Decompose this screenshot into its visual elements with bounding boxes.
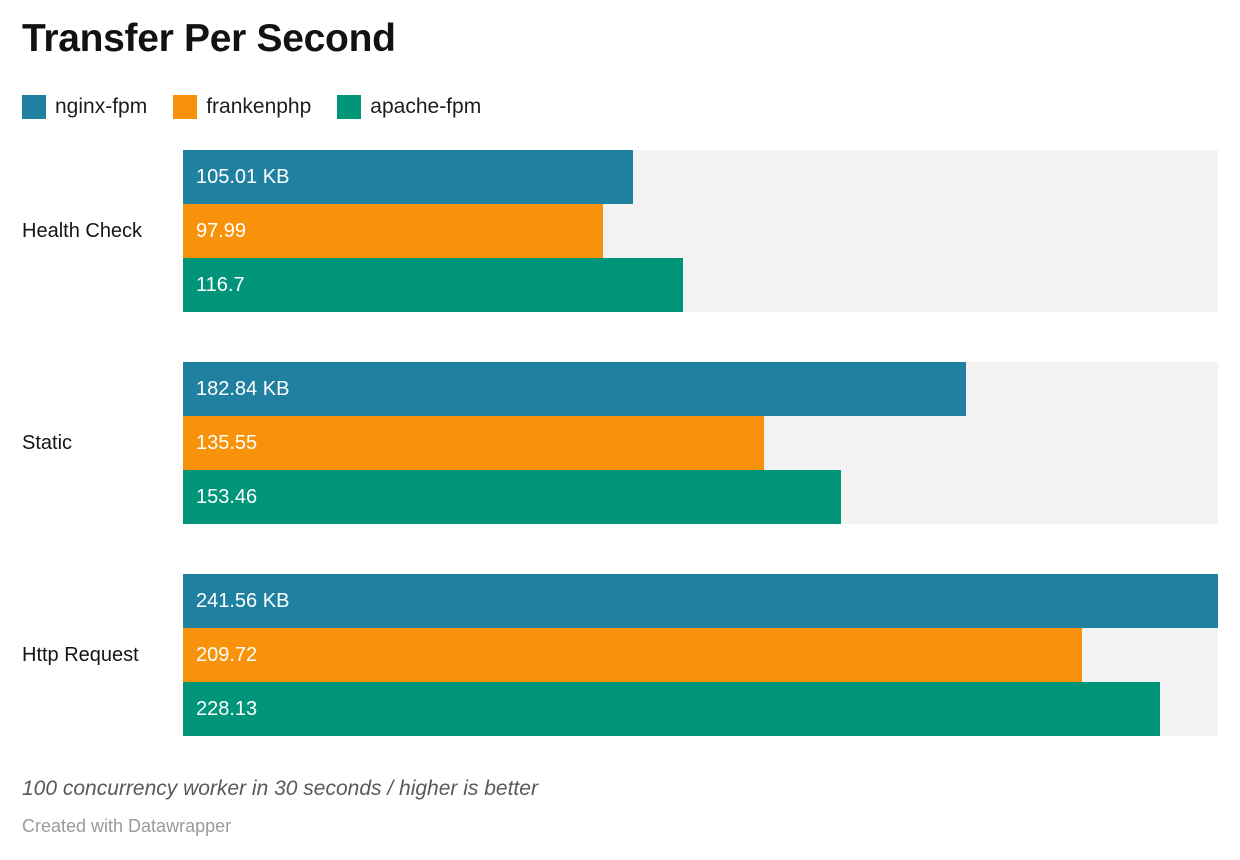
legend-label: frankenphp (206, 95, 312, 118)
bar-value-label: 228.13 (196, 697, 258, 720)
legend-item-nginx-fpm: nginx-fpm (22, 95, 147, 119)
bar-value-label: 97.99 (196, 219, 247, 242)
bar-value-label: 105.01 KB (196, 165, 290, 188)
bar-value-label: 241.56 KB (196, 589, 290, 612)
bar-frankenphp: 209.72 (183, 628, 1082, 682)
bar-value-label: 135.55 (196, 431, 258, 454)
bar-apache-fpm: 116.7 (183, 258, 684, 312)
bar-group-static: Static 182.84 KB 135.55 153.46 (22, 362, 1218, 524)
bar-apache-fpm: 228.13 (183, 682, 1161, 736)
bar-group-health-check: Health Check 105.01 KB 97.99 116.7 (22, 150, 1218, 312)
legend-label: nginx-fpm (55, 95, 148, 118)
chart: Health Check 105.01 KB 97.99 116.7 Static 182… (22, 150, 1218, 736)
legend-item-apache-fpm: apache-fpm (337, 95, 481, 119)
legend-swatch-icon (173, 95, 198, 119)
bar-track: 105.01 KB 97.99 116.7 (183, 150, 1218, 312)
bar-track: 241.56 KB 209.72 228.13 (183, 574, 1218, 736)
chart-note: 100 concurrency worker in 30 seconds / h… (22, 777, 538, 800)
bar-nginx-fpm: 182.84 KB (183, 362, 967, 416)
bar-track: 182.84 KB 135.55 153.46 (183, 362, 1218, 524)
legend-label: apache-fpm (370, 95, 482, 118)
bar-nginx-fpm: 105.01 KB (183, 150, 633, 204)
category-label: Http Request (22, 643, 139, 666)
category-label: Health Check (22, 219, 143, 242)
bar-frankenphp: 97.99 (183, 204, 603, 258)
legend-swatch-icon (22, 95, 46, 119)
bar-apache-fpm: 153.46 (183, 470, 841, 524)
bar-value-label: 209.72 (196, 643, 258, 666)
legend-item-frankenphp: frankenphp (173, 95, 311, 119)
bar-nginx-fpm: 241.56 KB (183, 574, 1218, 628)
bar-value-label: 182.84 KB (196, 377, 290, 400)
legend-swatch-icon (337, 95, 362, 119)
bar-group-http-request: Http Request 241.56 KB 209.72 228.13 (22, 574, 1218, 736)
legend: nginx-fpm frankenphp apache-fpm (22, 95, 481, 119)
page-title: Transfer Per Second (22, 17, 396, 60)
bar-frankenphp: 135.55 (183, 416, 764, 470)
datawrapper-attribution-link[interactable]: Created with Datawrapper (22, 816, 232, 836)
bar-value-label: 153.46 (196, 485, 258, 508)
bar-value-label: 116.7 (196, 273, 245, 296)
category-label: Static (22, 431, 73, 454)
